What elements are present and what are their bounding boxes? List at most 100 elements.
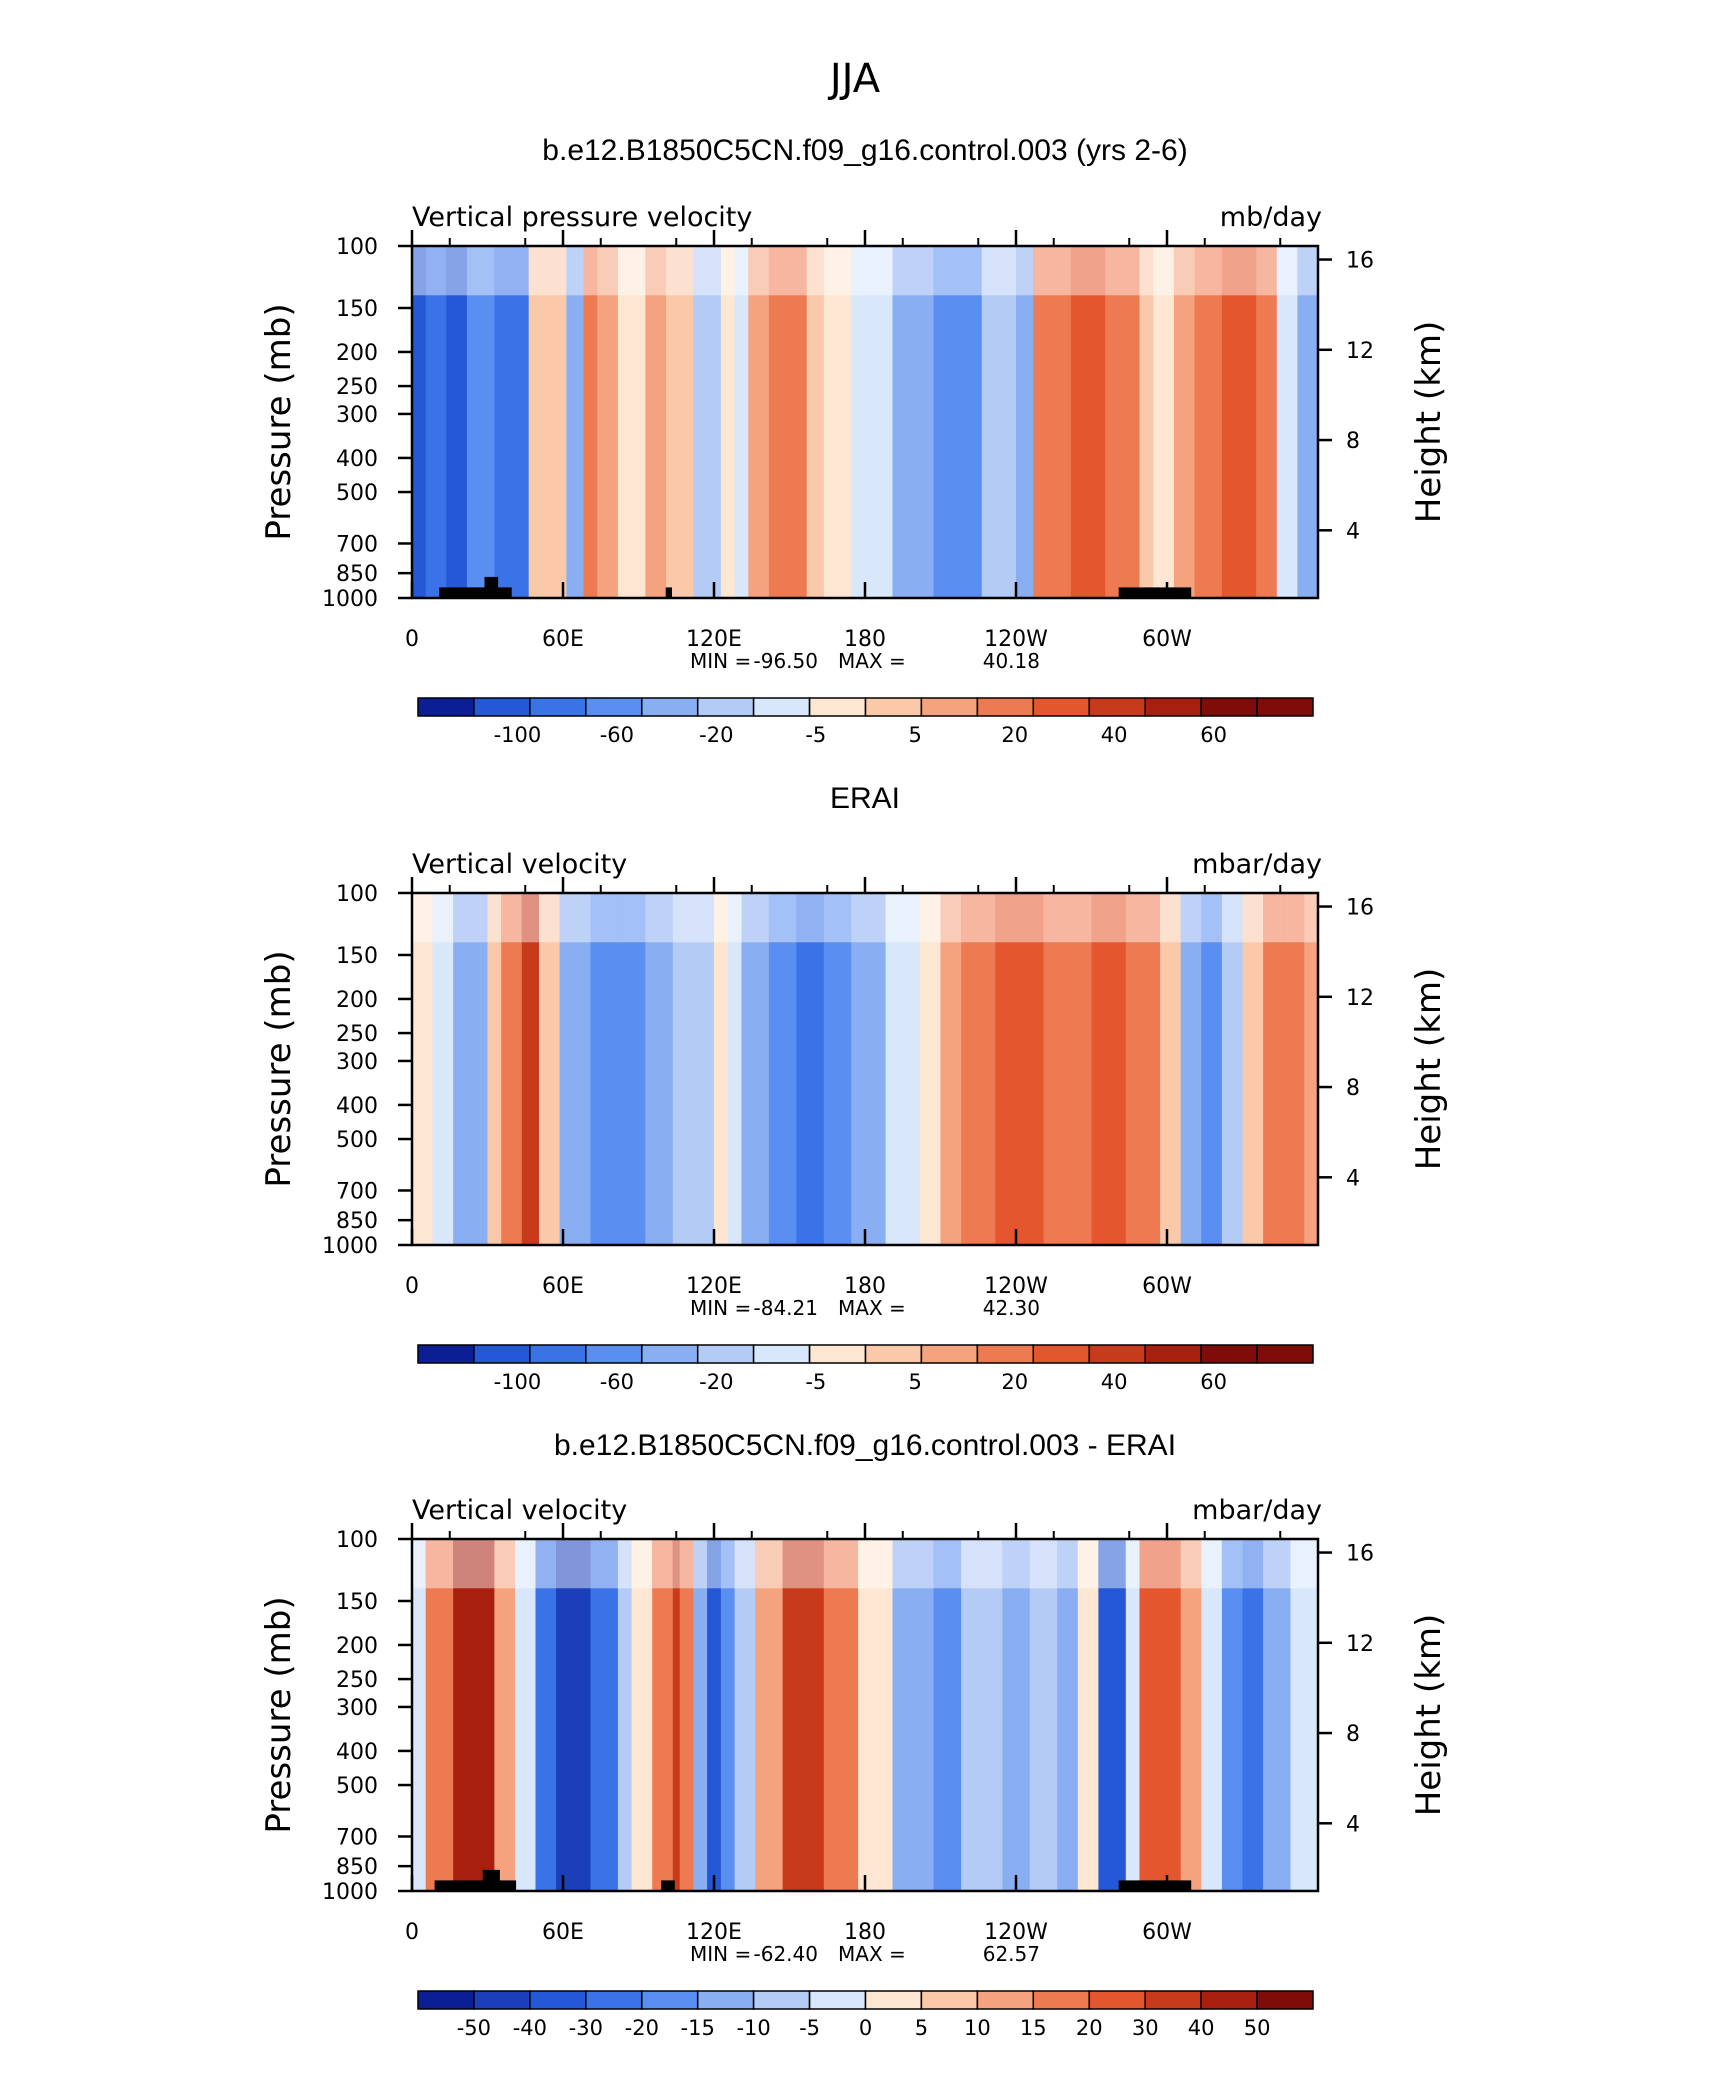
contour-band [693,246,722,598]
contour-band [933,246,983,598]
y2-tick-label: 16 [1346,249,1374,274]
variable-label: Vertical velocity [412,1495,627,1526]
y-tick-label: 300 [336,1696,378,1721]
upper-level-shading [494,246,530,296]
colorbar-label: -100 [494,723,542,747]
upper-level-shading [981,246,1017,296]
y-tick-label: 1000 [322,1234,378,1259]
contour-band [1283,893,1305,1245]
contour-band [720,1539,736,1891]
colorbar-label: -100 [494,1370,542,1394]
contour-band [432,893,454,1245]
topography-mask [1118,587,1192,598]
min-label: MIN = [690,649,751,673]
contour-band [734,246,749,598]
contour-band [961,1539,1003,1891]
contour-band [559,893,592,1245]
upper-level-shading [720,246,736,296]
upper-level-shading [597,246,619,296]
upper-level-shading [1002,1539,1031,1589]
contour-band [672,893,715,1245]
upper-level-shading [446,246,468,296]
upper-level-shading [453,1539,495,1589]
y-tick-label: 250 [336,1668,378,1693]
upper-level-shading [768,893,797,943]
max-label: MAX = [838,1942,906,1966]
contour-band [1105,246,1141,598]
y-axis-title: Pressure (mb) [259,303,299,540]
y-tick-label: 700 [336,1179,378,1204]
panel-1: b.e12.B1850C5CN.f09_g16.control.003 (yrs… [259,134,1449,747]
contour-band [823,893,852,1245]
y2-tick-label: 16 [1346,896,1374,921]
contour-band [590,893,619,1245]
contour-band [1263,1539,1292,1891]
upper-level-shading [1180,1539,1202,1589]
colorbar-swatch [976,1344,1035,1364]
colorbar-label: -20 [625,2016,659,2040]
contour-band [919,893,942,1245]
colorbar-swatch [864,1344,923,1364]
contour-band [1139,246,1154,598]
contour-band [755,1539,784,1891]
contour-band [453,1539,495,1891]
units-label: mbar/day [1192,849,1322,880]
min-value: -84.21 [754,1296,818,1320]
units-label: mb/day [1220,202,1322,233]
contour-band [851,893,887,1245]
contour-band [1242,893,1264,1245]
upper-level-shading [796,893,825,943]
colorbar-label: -20 [699,723,733,747]
x-tick-label: 120E [686,1920,742,1945]
colorbar: -50 -40 -30 -20 -15 -10 -5 0 5 10 15 20 30 40 50 [417,1990,1314,2040]
upper-level-shading [666,246,695,296]
upper-level-shading [768,246,808,296]
upper-level-shading [412,893,434,943]
contour-band [981,246,1017,598]
y2-axis-title: Height (km) [1409,968,1449,1171]
panel-title: b.e12.B1850C5CN.f09_g16.control.003 - ER… [554,1429,1176,1462]
y-tick-label: 300 [336,1050,378,1075]
contour-band [851,246,894,598]
colorbar-swatch [1200,697,1258,717]
x-tick-label: 60W [1142,627,1192,652]
colorbar-label: 5 [909,1370,922,1394]
upper-level-shading [631,1539,653,1589]
colorbar-swatch [473,1344,531,1364]
panel-title: ERAI [830,782,900,815]
colorbar-label: -30 [569,2016,603,2040]
colorbar-label: 50 [1244,2016,1271,2040]
upper-level-shading [707,1539,722,1589]
contour-band [446,246,468,598]
contour-band [645,246,667,598]
colorbar-swatch [752,697,811,717]
max-label: MAX = [838,649,906,673]
contour-band [768,246,808,598]
panels: b.e12.B1850C5CN.f09_g16.control.003 (yrs… [259,134,1449,2040]
upper-level-shading [1125,1539,1141,1589]
contour-band [782,1539,825,1891]
contour-band [1242,1539,1264,1891]
y-tick-label: 100 [336,1528,378,1553]
colorbar-swatch [1256,1344,1314,1364]
contour-band [1180,893,1202,1245]
upper-level-shading [1160,893,1182,943]
contour-band [1180,1539,1202,1891]
upper-level-shading [1256,246,1278,296]
colorbar-swatch [920,1990,979,2010]
y-tick-label: 150 [336,1590,378,1615]
upper-level-shading [1276,246,1298,296]
contour-band [666,246,695,598]
contour-band [1125,1539,1141,1891]
colorbar-swatch [808,697,867,717]
y2-tick-label: 12 [1346,1632,1374,1657]
colorbar-label: -50 [457,2016,491,2040]
upper-level-shading [617,246,646,296]
upper-level-shading [693,246,722,296]
topography-mask [434,1880,517,1891]
y-tick-label: 400 [336,447,378,472]
colorbar-label: -10 [736,2016,770,2040]
colorbar-label: 60 [1200,1370,1227,1394]
x-tick-label: 60E [542,1920,584,1945]
